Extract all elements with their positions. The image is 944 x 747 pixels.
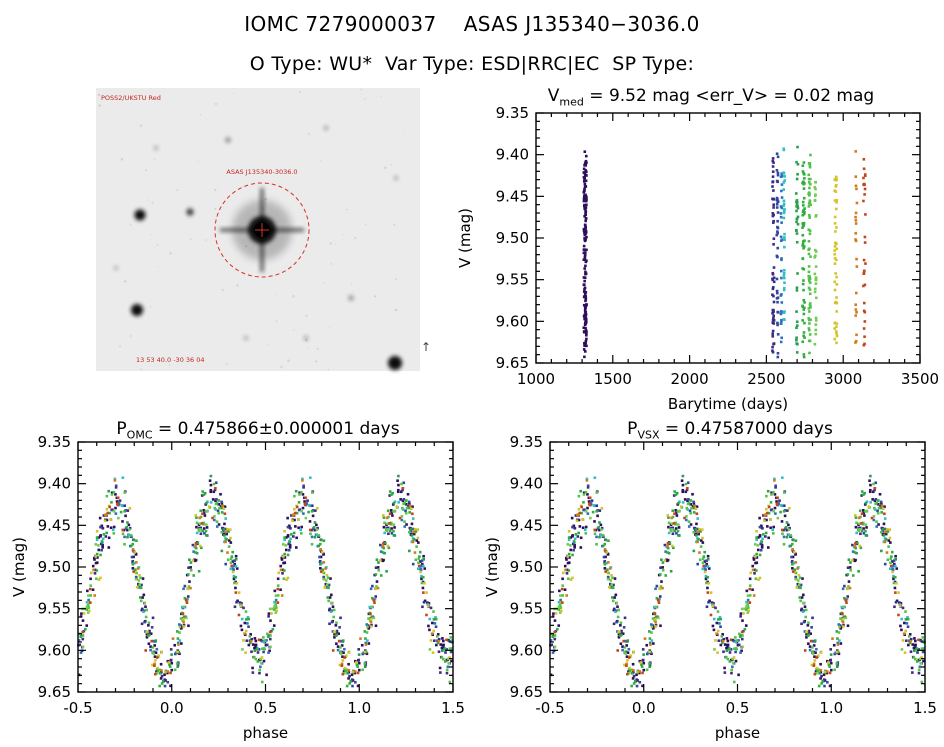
svg-text:1500: 1500 xyxy=(594,370,632,388)
svg-text:9.50: 9.50 xyxy=(496,229,529,247)
phase-omc-title-rest: = 0.475866±0.000001 days xyxy=(152,419,400,439)
svg-text:9.65: 9.65 xyxy=(496,354,529,372)
svg-text:9.55: 9.55 xyxy=(496,271,529,289)
svg-text:0.5: 0.5 xyxy=(254,699,278,717)
svg-text:9.60: 9.60 xyxy=(496,312,529,330)
page-title: IOMC 7279000037 ASAS J135340−3036.0 xyxy=(244,12,700,36)
svg-text:POSS2/UKSTU Red: POSS2/UKSTU Red xyxy=(101,94,161,102)
svg-text:9.40: 9.40 xyxy=(496,146,529,164)
svg-text:V (mag): V (mag) xyxy=(456,208,474,268)
svg-text:13 53 40.0 -30 36 04: 13 53 40.0 -30 36 04 xyxy=(136,356,205,364)
svg-text:phase: phase xyxy=(243,724,288,742)
finder-chart-image: ASAS J135340-3036.0 POSS2/UKSTU Red 13 53 … xyxy=(96,88,420,371)
lightcurve-title-prefix: V xyxy=(547,86,560,106)
svg-text:9.45: 9.45 xyxy=(38,516,71,534)
svg-text:9.40: 9.40 xyxy=(510,475,543,493)
lightcurve-title-rest: = 9.52 mag <err_V> = 0.02 mag xyxy=(583,86,875,106)
svg-text:V (mag): V (mag) xyxy=(10,537,28,597)
svg-text:3000: 3000 xyxy=(824,370,862,388)
phase-vsx-title-prefix: P xyxy=(627,419,638,439)
page-subtitle: O Type: WU* Var Type: ESD|RRC|EC SP Type… xyxy=(249,53,695,75)
svg-text:9.50: 9.50 xyxy=(510,558,543,576)
svg-text:phase: phase xyxy=(715,724,760,742)
svg-text:9.55: 9.55 xyxy=(510,600,543,618)
phase-vsx-plot: -0.5 0.0 0.5 1.0 1.5 9.35 9.40 9.45 9.50 9.55 9.60… xyxy=(483,433,937,742)
svg-text:-0.5: -0.5 xyxy=(63,699,92,717)
north-arrow-icon: ↑ xyxy=(421,340,432,354)
phase-vsx-title-sub: VSX xyxy=(637,428,660,442)
svg-text:0.0: 0.0 xyxy=(160,699,184,717)
svg-text:9.60: 9.60 xyxy=(38,641,71,659)
svg-text:V (mag): V (mag) xyxy=(483,537,501,597)
svg-text:3500: 3500 xyxy=(901,370,939,388)
svg-text:9.35: 9.35 xyxy=(496,104,529,122)
phase-vsx-title: PVSX = 0.47587000 days xyxy=(530,419,930,441)
phase-vsx-title-rest: = 0.47587000 days xyxy=(659,419,833,439)
phase-omc-title-prefix: P xyxy=(116,419,127,439)
lightcurve-plot: 1000 1500 2000 2500 3000 3500 9.35 9.40 9.45 9.50… xyxy=(456,104,939,413)
svg-text:9.35: 9.35 xyxy=(510,433,543,451)
svg-text:0.5: 0.5 xyxy=(726,699,750,717)
svg-text:9.45: 9.45 xyxy=(496,187,529,205)
svg-text:ASAS J135340-3036.0: ASAS J135340-3036.0 xyxy=(226,168,297,176)
svg-text:1000: 1000 xyxy=(517,370,555,388)
svg-text:9.40: 9.40 xyxy=(38,475,71,493)
svg-text:1.0: 1.0 xyxy=(347,699,371,717)
svg-text:-0.5: -0.5 xyxy=(535,699,564,717)
svg-text:1.5: 1.5 xyxy=(913,699,937,717)
svg-text:Barytime (days): Barytime (days) xyxy=(668,395,788,413)
phase-omc-title-sub: OMC xyxy=(126,428,153,442)
phase-omc-plot: -0.5 0.0 0.5 1.0 1.5 9.35 9.40 9.45 9.50 9.55 9.60… xyxy=(10,433,465,742)
svg-text:9.45: 9.45 xyxy=(510,516,543,534)
svg-text:9.60: 9.60 xyxy=(510,641,543,659)
svg-text:9.65: 9.65 xyxy=(38,683,71,701)
svg-text:2500: 2500 xyxy=(747,370,785,388)
svg-text:1.0: 1.0 xyxy=(819,699,843,717)
svg-text:1.5: 1.5 xyxy=(441,699,465,717)
lightcurve-title-sub: med xyxy=(559,95,584,109)
svg-text:9.55: 9.55 xyxy=(38,600,71,618)
svg-text:9.50: 9.50 xyxy=(38,558,71,576)
svg-text:2000: 2000 xyxy=(671,370,709,388)
svg-text:0.0: 0.0 xyxy=(632,699,656,717)
phase-omc-title: POMC = 0.475866±0.000001 days xyxy=(58,419,458,441)
lightcurve-title: Vmed = 9.52 mag <err_V> = 0.02 mag xyxy=(496,86,926,108)
svg-text:9.65: 9.65 xyxy=(510,683,543,701)
svg-text:9.35: 9.35 xyxy=(38,433,71,451)
